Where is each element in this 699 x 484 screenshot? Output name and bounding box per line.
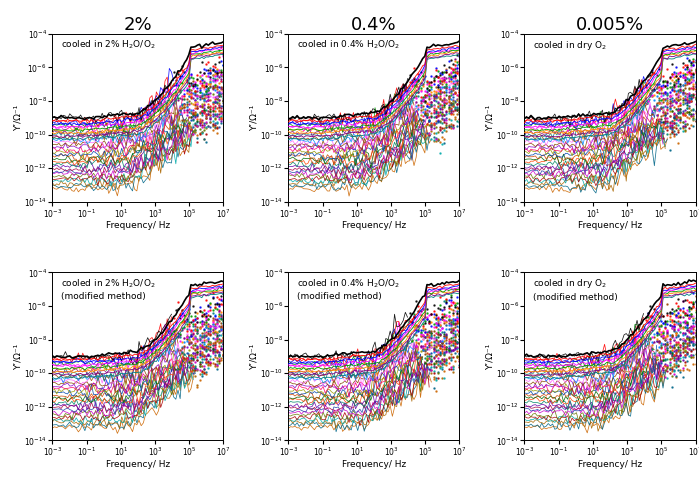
Y-axis label: Y’/Ω⁻¹: Y’/Ω⁻¹	[14, 343, 22, 370]
X-axis label: Frequency/ Hz: Frequency/ Hz	[342, 221, 406, 230]
Text: cooled in 2% H$_2$O/O$_2$
(modified method): cooled in 2% H$_2$O/O$_2$ (modified meth…	[61, 277, 156, 301]
X-axis label: Frequency/ Hz: Frequency/ Hz	[106, 460, 170, 469]
Title: 2%: 2%	[124, 16, 152, 34]
Title: 0.4%: 0.4%	[351, 16, 397, 34]
Text: cooled in dry O$_2$: cooled in dry O$_2$	[533, 39, 607, 52]
X-axis label: Frequency/ Hz: Frequency/ Hz	[342, 460, 406, 469]
Text: cooled in 0.4% H$_2$O/O$_2$: cooled in 0.4% H$_2$O/O$_2$	[297, 39, 400, 51]
Y-axis label: Y’/Ω⁻¹: Y’/Ω⁻¹	[486, 343, 495, 370]
Text: cooled in 2% H$_2$O/O$_2$: cooled in 2% H$_2$O/O$_2$	[61, 39, 156, 51]
X-axis label: Frequency/ Hz: Frequency/ Hz	[106, 221, 170, 230]
Y-axis label: Y’/Ω⁻¹: Y’/Ω⁻¹	[486, 105, 495, 131]
Title: 0.005%: 0.005%	[576, 16, 644, 34]
X-axis label: Frequency/ Hz: Frequency/ Hz	[578, 221, 642, 230]
Y-axis label: Y’/Ω⁻¹: Y’/Ω⁻¹	[14, 105, 22, 131]
Text: cooled in 0.4% H$_2$O/O$_2$
(modified method): cooled in 0.4% H$_2$O/O$_2$ (modified me…	[297, 277, 400, 301]
Text: cooled in dry O$_2$
(modified method): cooled in dry O$_2$ (modified method)	[533, 277, 618, 302]
Y-axis label: Y’/Ω⁻¹: Y’/Ω⁻¹	[250, 105, 259, 131]
Y-axis label: Y’/Ω⁻¹: Y’/Ω⁻¹	[250, 343, 259, 370]
X-axis label: Frequency/ Hz: Frequency/ Hz	[578, 460, 642, 469]
